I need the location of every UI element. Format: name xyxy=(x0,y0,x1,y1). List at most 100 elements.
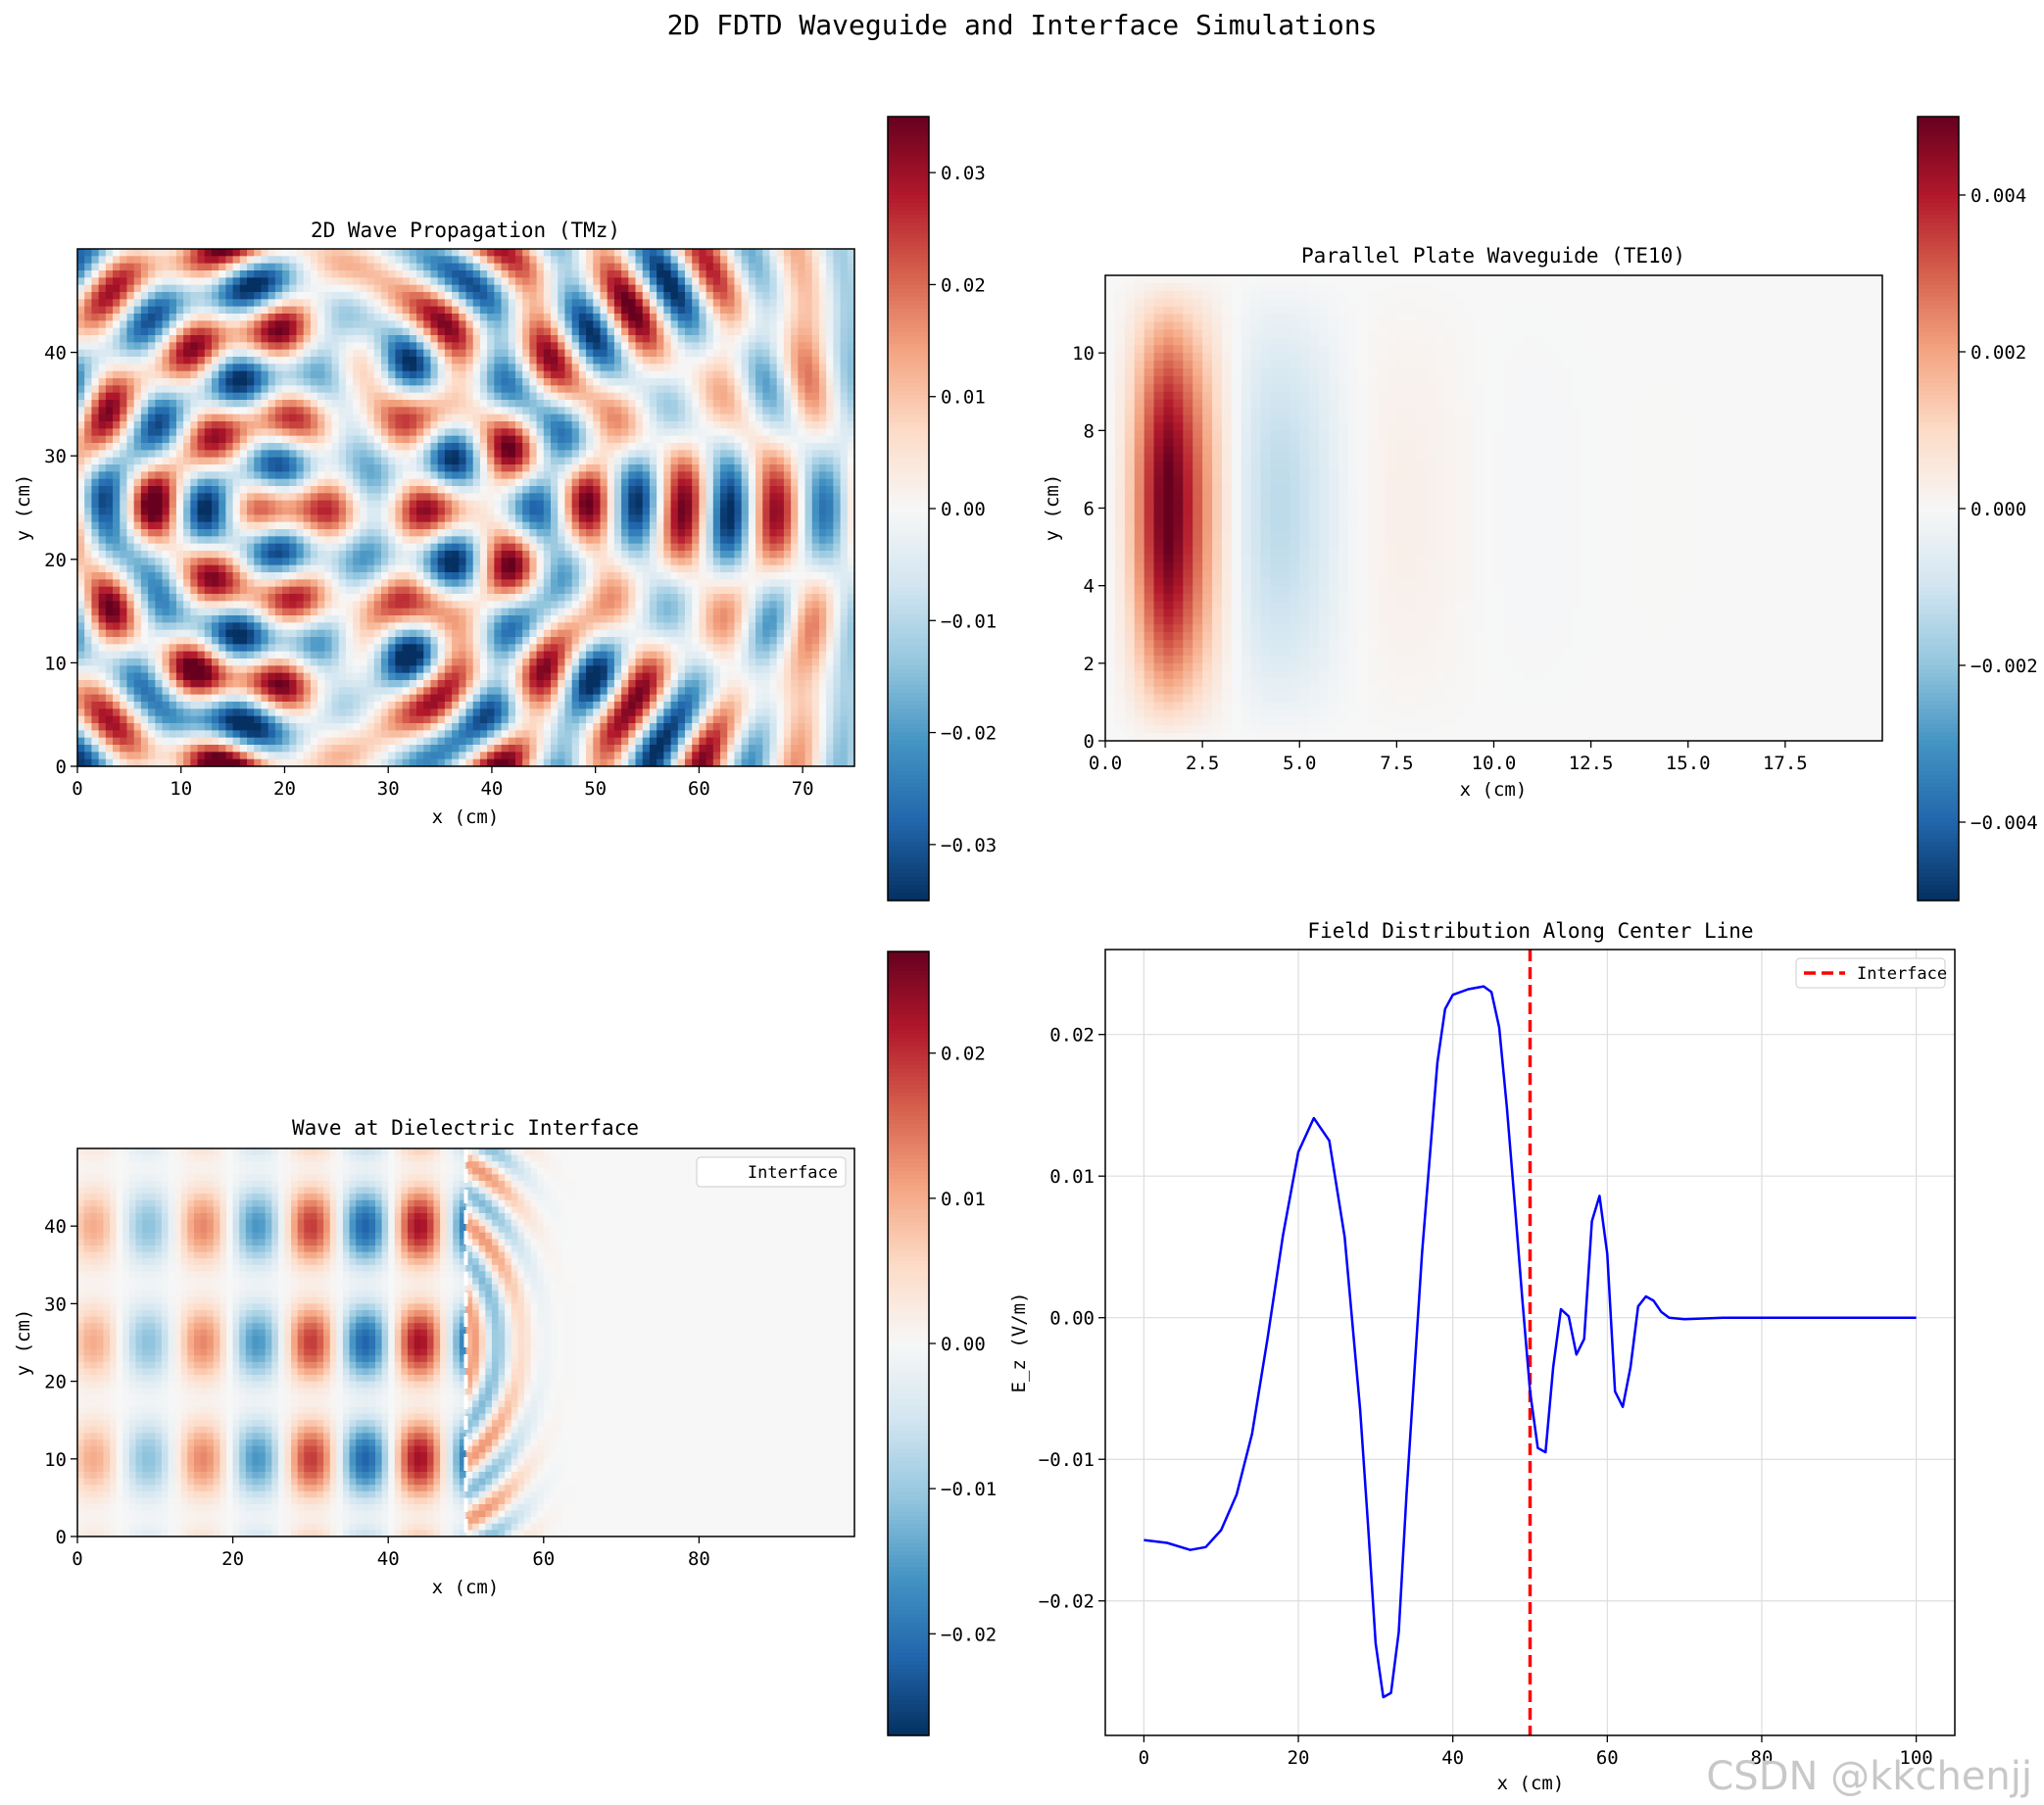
heatmap-cell xyxy=(373,314,382,321)
heatmap-cell xyxy=(649,378,657,386)
heatmap-cell xyxy=(720,407,728,415)
heatmap-cell xyxy=(459,364,467,372)
heatmap-cell xyxy=(430,564,439,573)
heatmap-cell xyxy=(712,299,721,308)
heatmap-cell xyxy=(564,270,573,278)
heatmap-cell xyxy=(77,471,85,480)
heatmap-cell xyxy=(826,327,834,336)
heatmap-cell xyxy=(649,364,657,372)
heatmap-cell xyxy=(600,500,608,509)
heatmap-cell xyxy=(148,464,156,472)
heatmap-cell xyxy=(120,327,128,336)
heatmap-cell xyxy=(712,529,721,537)
heatmap-cell xyxy=(91,306,100,315)
heatmap-cell xyxy=(791,349,799,358)
heatmap-cell xyxy=(487,500,495,509)
heatmap-cell xyxy=(247,414,255,422)
heatmap-cell xyxy=(211,521,219,530)
heatmap-cell xyxy=(310,327,318,336)
heatmap-cell xyxy=(84,392,93,401)
heatmap-cell xyxy=(762,500,771,509)
heatmap-cell xyxy=(847,421,855,429)
heatmap-cell xyxy=(444,249,453,257)
heatmap-cell xyxy=(268,385,276,394)
heatmap-cell xyxy=(649,536,657,545)
heatmap-cell xyxy=(402,392,411,401)
heatmap-cell xyxy=(98,421,107,429)
heatmap-cell xyxy=(77,521,85,530)
heatmap-cell xyxy=(126,407,135,415)
heatmap-cell xyxy=(155,385,164,394)
heatmap-cell xyxy=(416,256,424,265)
heatmap-cell xyxy=(818,292,827,300)
heatmap-cell xyxy=(247,270,255,278)
heatmap-cell xyxy=(303,306,312,315)
heatmap-cell xyxy=(409,564,417,573)
heatmap-cell xyxy=(452,314,460,321)
heatmap-cell xyxy=(338,320,347,329)
heatmap-cell xyxy=(720,414,728,422)
heatmap-cell xyxy=(254,457,263,465)
heatmap-cell xyxy=(366,558,375,566)
heatmap-cell xyxy=(692,407,700,415)
heatmap-cell xyxy=(529,514,538,523)
heatmap-cell xyxy=(578,529,587,537)
heatmap-cell xyxy=(479,364,488,372)
heatmap-cell xyxy=(91,514,100,523)
heatmap-cell xyxy=(282,270,290,278)
heatmap-cell xyxy=(452,335,460,343)
heatmap-cell xyxy=(791,486,799,494)
heatmap-cell xyxy=(706,558,714,566)
heatmap-cell xyxy=(613,306,622,315)
heatmap-cell xyxy=(105,536,114,545)
heatmap-cell xyxy=(748,385,756,394)
heatmap-cell xyxy=(677,335,686,343)
heatmap-cell xyxy=(479,335,488,343)
heatmap-cell xyxy=(593,564,602,573)
heatmap-cell xyxy=(402,543,411,552)
heatmap-cell xyxy=(120,471,128,480)
heatmap-cell xyxy=(113,327,121,336)
heatmap-cell xyxy=(113,443,121,451)
heatmap-cell xyxy=(798,364,806,372)
heatmap-cell xyxy=(437,407,446,415)
heatmap-cell xyxy=(373,400,382,408)
heatmap-cell xyxy=(712,457,721,465)
heatmap-cell xyxy=(423,464,432,472)
heatmap-cell xyxy=(514,514,523,523)
heatmap-cell xyxy=(578,299,587,308)
heatmap-cell xyxy=(571,514,580,523)
heatmap-cell xyxy=(684,249,693,257)
heatmap-cell xyxy=(353,435,361,444)
heatmap-cell xyxy=(762,270,771,278)
heatmap-cell xyxy=(296,314,305,321)
heatmap-cell xyxy=(776,414,785,422)
heatmap-cell xyxy=(98,357,107,365)
heatmap-cell xyxy=(247,421,255,429)
heatmap-cell xyxy=(508,335,516,343)
heatmap-cell xyxy=(769,249,778,257)
heatmap-cell xyxy=(366,378,375,386)
heatmap-cell xyxy=(826,529,834,537)
heatmap-cell xyxy=(706,306,714,315)
heatmap-cell xyxy=(818,327,827,336)
heatmap-cell xyxy=(811,435,820,444)
heatmap-cell xyxy=(423,508,432,515)
heatmap-cell xyxy=(769,263,778,271)
heatmap-cell xyxy=(769,414,778,422)
heatmap-cell xyxy=(677,256,686,265)
heatmap-cell xyxy=(338,464,347,472)
heatmap-cell xyxy=(847,299,855,308)
heatmap-cell xyxy=(331,400,340,408)
heatmap-cell xyxy=(113,500,121,509)
heatmap-cell xyxy=(380,493,389,502)
heatmap-cell xyxy=(197,385,206,394)
heatmap-cell xyxy=(621,256,629,265)
heatmap-cell xyxy=(479,263,488,271)
heatmap-cell xyxy=(635,306,644,315)
heatmap-cell xyxy=(219,392,226,401)
heatmap-cell xyxy=(755,407,763,415)
heatmap-cell xyxy=(684,558,693,566)
heatmap-cell xyxy=(366,370,375,379)
heatmap-cell xyxy=(126,428,135,437)
